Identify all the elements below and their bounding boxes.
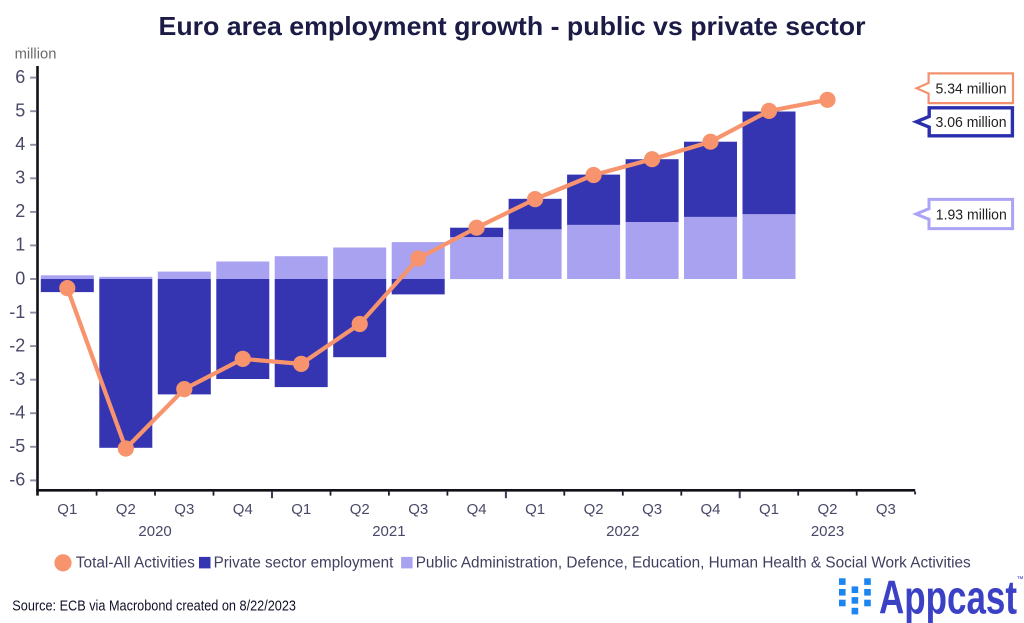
svg-text:6: 6 — [15, 67, 25, 87]
svg-text:Q4: Q4 — [700, 501, 720, 518]
svg-text:Q3: Q3 — [642, 501, 662, 518]
svg-text:2020: 2020 — [138, 523, 171, 540]
svg-text:3: 3 — [15, 168, 25, 188]
svg-text:0: 0 — [15, 268, 25, 288]
svg-text:Euro area employment growth -: Euro area employment growth - public vs … — [159, 11, 866, 41]
svg-text:Q4: Q4 — [233, 501, 253, 518]
svg-text:Q1: Q1 — [759, 501, 779, 518]
svg-text:Q2: Q2 — [116, 501, 136, 518]
svg-text:5.34 million: 5.34 million — [936, 81, 1007, 98]
svg-text:-5: -5 — [9, 436, 25, 456]
svg-text:Q1: Q1 — [57, 501, 77, 518]
svg-text:Appcast: Appcast — [879, 570, 1017, 623]
svg-text:2023: 2023 — [811, 523, 844, 540]
svg-text:5: 5 — [15, 101, 25, 121]
svg-text:Q2: Q2 — [350, 501, 370, 518]
svg-text:3.06 million: 3.06 million — [936, 114, 1007, 131]
svg-text:Source: ECB via Macrobond crea: Source: ECB via Macrobond created on 8/2… — [12, 597, 296, 614]
svg-text:™: ™ — [1017, 576, 1024, 583]
svg-text:-3: -3 — [9, 369, 25, 389]
svg-text:Public Administration, Defence: Public Administration, Defence, Educatio… — [416, 554, 971, 571]
svg-text:2021: 2021 — [372, 523, 405, 540]
svg-text:Q1: Q1 — [525, 501, 545, 518]
svg-text:Q3: Q3 — [174, 501, 194, 518]
svg-text:Total-All Activities: Total-All Activities — [76, 554, 195, 571]
svg-text:4: 4 — [15, 134, 25, 154]
svg-text:Q1: Q1 — [291, 501, 311, 518]
svg-text:Q3: Q3 — [876, 501, 896, 518]
svg-text:million: million — [15, 47, 57, 63]
svg-text:2: 2 — [15, 201, 25, 221]
svg-text:-4: -4 — [9, 403, 25, 423]
svg-text:Private sector employment: Private sector employment — [214, 554, 394, 571]
svg-text:Q4: Q4 — [467, 501, 487, 518]
svg-text:-2: -2 — [9, 335, 25, 355]
svg-text:Q2: Q2 — [584, 501, 604, 518]
svg-text:1.93 million: 1.93 million — [936, 206, 1007, 223]
svg-text:Q3: Q3 — [408, 501, 428, 518]
svg-text:2022: 2022 — [606, 523, 639, 540]
svg-text:Q2: Q2 — [817, 501, 837, 518]
svg-text:-1: -1 — [9, 302, 25, 322]
svg-text:1: 1 — [15, 235, 25, 255]
svg-text:-6: -6 — [9, 470, 25, 490]
